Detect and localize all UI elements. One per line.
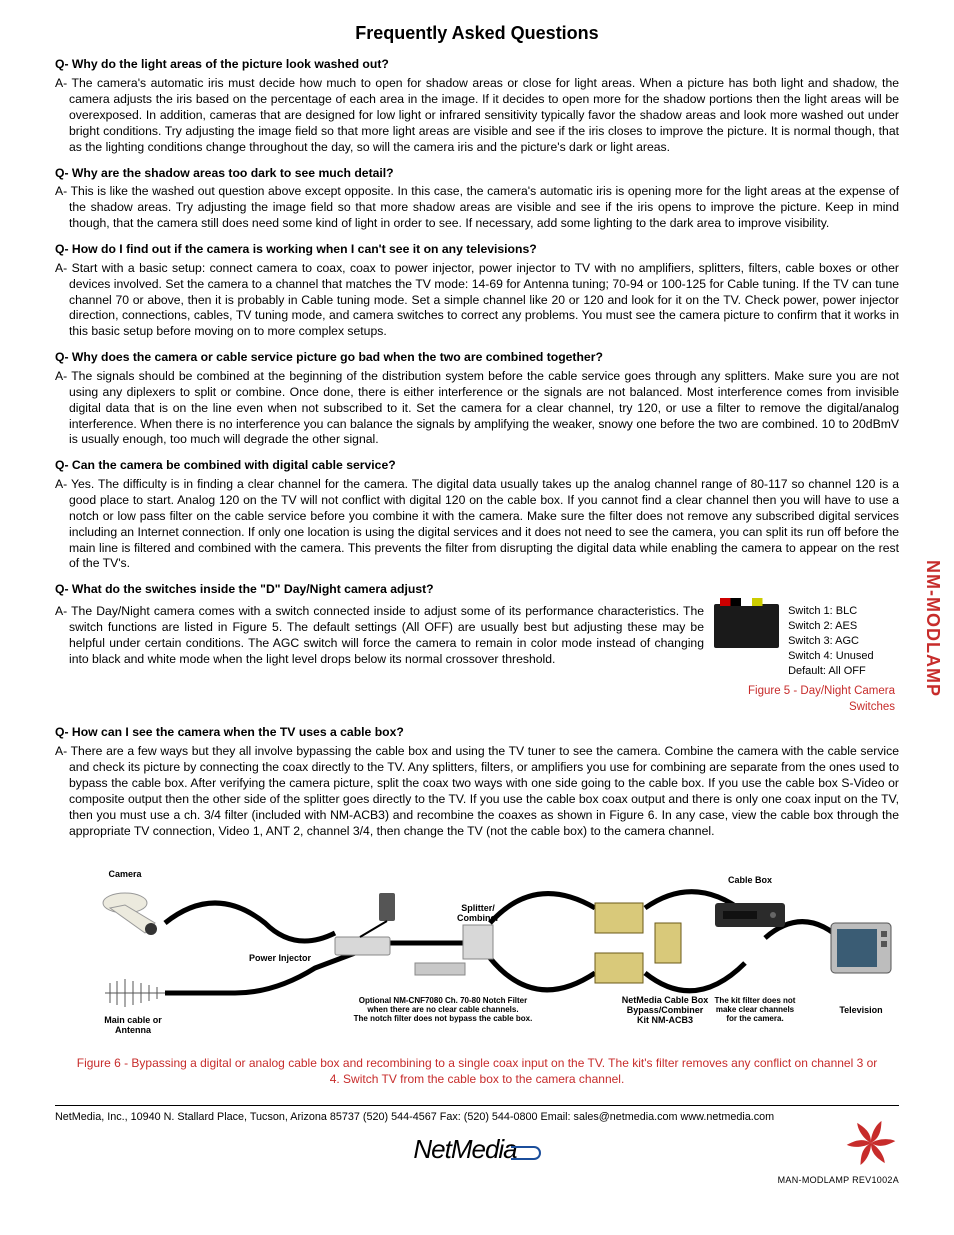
faq-question: Q- What do the switches inside the "D" D… — [55, 582, 899, 598]
faq-answer: The Day/Night camera comes with a switch… — [55, 604, 704, 667]
svg-text:Television: Television — [839, 1005, 882, 1015]
side-product-label: NM-MODLAMP — [921, 560, 944, 697]
document-id: MAN-MODLAMP REV1002A — [778, 1175, 899, 1187]
faq-item: Q- How can I see the camera when the TV … — [55, 725, 899, 839]
svg-text:NetMedia Cable BoxBypass/Combi: NetMedia Cable BoxBypass/CombinerKit NM-… — [622, 995, 709, 1025]
faq-answer: Yes. The difficulty is in finding a clea… — [55, 477, 899, 572]
footer-contact: NetMedia, Inc., 10940 N. Stallard Place,… — [55, 1110, 899, 1124]
footer-divider — [55, 1105, 899, 1106]
faq-question: Q- Why does the camera or cable service … — [55, 350, 899, 366]
switch-label: Switch 2: AES — [788, 619, 874, 634]
bypass-kit-icon — [595, 903, 681, 983]
cable-box-icon — [715, 903, 785, 927]
faq-answer: Start with a basic setup: connect camera… — [55, 261, 899, 340]
camera-icon — [103, 893, 157, 935]
faq-question: Q- How do I find out if the camera is wo… — [55, 242, 899, 258]
svg-text:Cable Box: Cable Box — [728, 875, 772, 885]
figure6-diagram: .lbl { font: 700 9px Arial, sans-serif; … — [55, 863, 899, 1043]
faq-item: Q- How do I find out if the camera is wo… — [55, 242, 899, 340]
faq-item: Q- Why do the light areas of the picture… — [55, 57, 899, 155]
television-icon — [831, 923, 891, 973]
page-title: Frequently Asked Questions — [55, 22, 899, 45]
switch-label: Switch 4: Unused — [788, 649, 874, 664]
switch-panel: Switch 1: BLC Switch 2: AES Switch 3: AG… — [714, 604, 899, 715]
faq-answer: This is like the washed out question abo… — [55, 184, 899, 232]
svg-text:Camera: Camera — [108, 869, 142, 879]
faq-item: Q- Why are the shadow areas too dark to … — [55, 166, 899, 232]
svg-text:The kit filter does notmake cl: The kit filter does notmake clear channe… — [715, 996, 796, 1023]
faq-answer: There are a few ways but they all involv… — [55, 744, 899, 839]
dip-switch-icon — [714, 604, 779, 648]
figure5-caption: Figure 5 - Day/Night Camera Switches — [714, 684, 899, 715]
switch-label: Switch 3: AGC — [788, 634, 874, 649]
antenna-label: Main cable orAntenna — [104, 1015, 162, 1035]
figure6-caption: Figure 6 - Bypassing a digital or analog… — [55, 1056, 899, 1087]
faq-question: Q- How can I see the camera when the TV … — [55, 725, 899, 741]
faq-question: Q- Why do the light areas of the picture… — [55, 57, 899, 73]
svg-text:Power Injector: Power Injector — [249, 953, 312, 963]
faq-question: Q- Why are the shadow areas too dark to … — [55, 166, 899, 182]
switch-label: Switch 1: BLC — [788, 604, 874, 619]
faq-item: Q- What do the switches inside the "D" D… — [55, 582, 899, 715]
netmedia-logo: NetMedia — [413, 1133, 540, 1167]
antenna-icon — [105, 979, 165, 1007]
switch-label: Default: All OFF — [788, 664, 874, 679]
power-injector-icon — [335, 893, 395, 955]
notch-filter-icon — [415, 963, 465, 975]
notch-label: Optional NM-CNF7080 Ch. 70-80 Notch Filt… — [354, 996, 533, 1023]
pinwheel-icon — [843, 1115, 899, 1171]
splitter-icon — [463, 925, 493, 959]
faq-item: Q- Can the camera be combined with digit… — [55, 458, 899, 572]
faq-answer: The signals should be combined at the be… — [55, 369, 899, 448]
faq-item: Q- Why does the camera or cable service … — [55, 350, 899, 448]
faq-answer: The camera's automatic iris must decide … — [55, 76, 899, 155]
svg-text:Splitter/Combiner: Splitter/Combiner — [457, 903, 500, 923]
faq-question: Q- Can the camera be combined with digit… — [55, 458, 899, 474]
